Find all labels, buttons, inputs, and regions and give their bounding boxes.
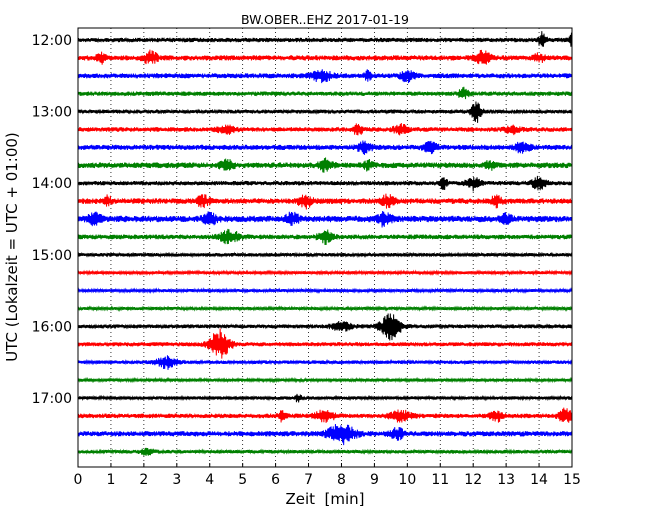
trace-1745 [77,447,573,456]
x-tick-label: 1 [106,472,115,488]
trace-1500 [77,251,573,259]
y-tick-label: 13:00 [32,105,72,121]
trace-1545 [77,305,573,313]
trace-1200 [77,31,573,47]
trace-1445 [77,228,573,246]
trace-1530 [77,287,573,295]
x-tick-label: 13 [497,472,515,488]
trace-1330 [77,140,573,155]
x-tick-label: 4 [205,472,214,488]
x-tick-label: 2 [139,472,148,488]
y-axis-ticks: 12:00 13:00 14:00 15:00 16:00 17:00 [32,33,572,407]
x-tick-label: 8 [337,472,346,488]
trace-1215 [77,49,573,65]
x-tick-label: 9 [370,472,379,488]
trace-1715 [77,407,573,423]
y-tick-label: 17:00 [32,391,72,407]
trace-1430 [77,211,573,228]
trace-1515 [77,269,573,277]
x-tick-label: 6 [271,472,280,488]
x-tick-label: 7 [304,472,313,488]
trace-1645 [77,376,573,384]
y-axis-label: UTC (Lokalzeit = UTC + 01:00) [3,132,21,362]
x-tick-label: 10 [398,472,416,488]
trace-layer [77,31,573,456]
y-tick-label: 15:00 [32,248,72,264]
trace-1300 [77,101,573,123]
x-tick-label: 12 [464,472,482,488]
trace-1400 [77,175,573,192]
trace-1700 [77,393,573,403]
y-tick-label: 16:00 [32,319,72,335]
x-tick-label: 5 [238,472,247,488]
x-tick-label: 11 [431,472,449,488]
y-tick-label: 14:00 [32,176,72,192]
x-tick-label: 3 [172,472,181,488]
x-axis-ticks: 0 1 2 3 4 5 6 7 8 9 10 11 12 13 14 15 [74,463,581,488]
plot-frame [77,27,573,468]
x-tick-label: 15 [563,472,581,488]
trace-1730 [77,424,573,446]
trace-1415 [77,193,573,210]
trace-1615 [77,328,573,359]
trace-1230 [77,69,573,84]
trace-1600 [77,313,573,341]
trace-1630 [77,355,573,370]
x-tick-label: 14 [530,472,548,488]
x-tick-label: 0 [74,472,83,488]
x-axis-label: Zeit [min] [285,490,364,508]
y-tick-label: 12:00 [32,33,72,49]
trace-1315 [77,123,573,136]
chart-title: BW.OBER..EHZ 2017-01-19 [241,12,409,27]
trace-1245 [77,86,573,100]
trace-1345 [77,157,573,173]
